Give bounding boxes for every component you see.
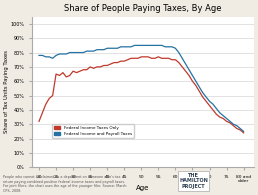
Federal Income Taxes Only [242,132,245,134]
Federal Income and Payroll Taxes [242,130,245,133]
Federal Income and Payroll Taxes [78,51,82,54]
Federal Income and Payroll Taxes [150,44,153,47]
Text: People who cannot be claimed as a dependent on someone else's tax
return paying : People who cannot be claimed as a depend… [3,175,126,193]
Y-axis label: Share of Tax Units Paying Taxes: Share of Tax Units Paying Taxes [4,51,9,133]
Federal Income and Payroll Taxes [37,54,41,57]
X-axis label: Age: Age [136,185,150,191]
Federal Income and Payroll Taxes [218,112,221,114]
Federal Income Taxes Only [85,69,88,71]
Federal Income Taxes Only [164,57,167,59]
Federal Income Taxes Only [37,120,41,122]
Text: THE
HAMILTON
PROJECT: THE HAMILTON PROJECT [179,173,208,189]
Line: Federal Income and Payroll Taxes: Federal Income and Payroll Taxes [39,45,244,131]
Federal Income Taxes Only [150,57,153,59]
Title: Share of People Paying Taxes, By Age: Share of People Paying Taxes, By Age [64,4,222,13]
Federal Income Taxes Only [109,63,112,65]
Federal Income and Payroll Taxes [164,46,167,48]
Federal Income and Payroll Taxes [109,47,112,49]
Legend: Federal Income Taxes Only, Federal Income and Payroll Taxes: Federal Income Taxes Only, Federal Incom… [52,124,134,138]
Line: Federal Income Taxes Only: Federal Income Taxes Only [39,57,244,133]
Federal Income Taxes Only [140,56,143,58]
Federal Income and Payroll Taxes [85,50,88,52]
Federal Income Taxes Only [78,70,82,72]
Federal Income and Payroll Taxes [133,44,136,47]
Federal Income Taxes Only [218,116,221,118]
